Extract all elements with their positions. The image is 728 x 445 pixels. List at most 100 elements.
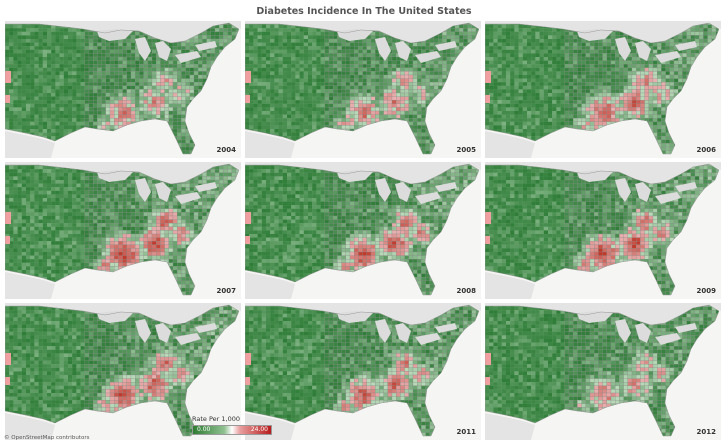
great-lake bbox=[435, 323, 457, 333]
great-lake bbox=[415, 51, 441, 63]
legend-min-value: 0.00 bbox=[197, 426, 210, 434]
map-panel-2012[interactable]: 2012 bbox=[485, 303, 721, 440]
great-lake bbox=[577, 29, 613, 41]
county-cells bbox=[245, 164, 479, 295]
great-lake bbox=[655, 333, 681, 345]
great-lake bbox=[635, 41, 651, 61]
mexico-landmass bbox=[245, 272, 295, 299]
map-panel-2004[interactable]: 2004 bbox=[5, 21, 241, 158]
map-panel-2007[interactable]: 2007 bbox=[5, 162, 241, 299]
great-lake bbox=[135, 319, 151, 343]
us-outline bbox=[5, 304, 240, 437]
year-label: 2006 bbox=[697, 146, 716, 154]
great-lake bbox=[415, 192, 441, 204]
great-lake bbox=[175, 51, 201, 63]
mexico-landmass bbox=[245, 131, 295, 158]
great-lake bbox=[135, 37, 151, 61]
mexico-landmass bbox=[5, 413, 55, 440]
canada-landmass bbox=[245, 21, 481, 43]
great-lake bbox=[395, 323, 411, 343]
color-legend: Rate Per 1,000 0.00 24.00 bbox=[192, 415, 274, 435]
great-lake bbox=[395, 182, 411, 202]
canada-landmass bbox=[5, 303, 241, 325]
great-lake bbox=[175, 192, 201, 204]
canada-landmass bbox=[245, 162, 481, 184]
canada-landmass bbox=[5, 21, 241, 43]
county-map bbox=[5, 21, 241, 158]
mexico-landmass bbox=[485, 413, 535, 440]
great-lake bbox=[337, 29, 373, 41]
year-label: 2011 bbox=[457, 428, 476, 436]
great-lake bbox=[675, 323, 697, 333]
county-map bbox=[485, 21, 721, 158]
us-outline bbox=[485, 163, 720, 296]
great-lake bbox=[375, 178, 391, 202]
county-cells bbox=[485, 305, 719, 436]
great-lake bbox=[635, 182, 651, 202]
map-panel-2011[interactable]: 2011 bbox=[245, 303, 481, 440]
great-lake bbox=[337, 311, 373, 323]
great-lake bbox=[375, 37, 391, 61]
great-lake bbox=[337, 170, 373, 182]
us-outline bbox=[5, 163, 240, 296]
great-lake bbox=[175, 333, 201, 345]
us-outline bbox=[245, 304, 480, 437]
county-map bbox=[245, 303, 481, 440]
great-lake bbox=[135, 178, 151, 202]
county-cells bbox=[245, 305, 479, 436]
county-map bbox=[485, 162, 721, 299]
county-cells bbox=[5, 164, 239, 295]
canada-landmass bbox=[485, 162, 721, 184]
map-panel-2008[interactable]: 2008 bbox=[245, 162, 481, 299]
map-attribution: © OpenStreetMap contributors bbox=[4, 435, 89, 441]
year-label: 2007 bbox=[217, 287, 236, 295]
map-panel-2009[interactable]: 2009 bbox=[485, 162, 721, 299]
great-lake bbox=[655, 51, 681, 63]
county-cells bbox=[5, 23, 239, 154]
great-lake bbox=[395, 41, 411, 61]
us-outline bbox=[245, 163, 480, 296]
us-outline bbox=[5, 22, 240, 155]
map-panel-2010[interactable]: 2010 bbox=[5, 303, 241, 440]
great-lake bbox=[155, 182, 171, 202]
great-lake bbox=[375, 319, 391, 343]
small-multiples-grid: 2004 2005 2006 2007 2008 2009 2010 2011 … bbox=[5, 21, 723, 442]
year-label: 2008 bbox=[457, 287, 476, 295]
map-panel-2005[interactable]: 2005 bbox=[245, 21, 481, 158]
county-map bbox=[5, 162, 241, 299]
great-lake bbox=[435, 182, 457, 192]
legend-gradient-bar: 0.00 24.00 bbox=[192, 425, 272, 435]
county-map bbox=[485, 303, 721, 440]
mexico-landmass bbox=[485, 272, 535, 299]
page-title: Diabetes Incidence In The United States bbox=[0, 6, 728, 17]
great-lake bbox=[615, 319, 631, 343]
great-lake bbox=[577, 311, 613, 323]
year-label: 2005 bbox=[457, 146, 476, 154]
great-lake bbox=[195, 182, 217, 192]
map-panel-2006[interactable]: 2006 bbox=[485, 21, 721, 158]
county-cells bbox=[245, 23, 479, 154]
great-lake bbox=[415, 333, 441, 345]
mexico-landmass bbox=[5, 272, 55, 299]
legend-max-value: 24.00 bbox=[251, 426, 268, 434]
great-lake bbox=[97, 170, 133, 182]
canada-landmass bbox=[485, 21, 721, 43]
county-map bbox=[245, 21, 481, 158]
canada-landmass bbox=[245, 303, 481, 325]
county-map bbox=[5, 303, 241, 440]
canada-landmass bbox=[5, 162, 241, 184]
great-lake bbox=[615, 178, 631, 202]
great-lake bbox=[577, 170, 613, 182]
great-lake bbox=[675, 41, 697, 51]
great-lake bbox=[195, 41, 217, 51]
great-lake bbox=[97, 311, 133, 323]
county-cells bbox=[485, 164, 719, 295]
great-lake bbox=[435, 41, 457, 51]
great-lake bbox=[155, 41, 171, 61]
great-lake bbox=[615, 37, 631, 61]
year-label: 2004 bbox=[217, 146, 236, 154]
mexico-landmass bbox=[485, 131, 535, 158]
legend-title: Rate Per 1,000 bbox=[192, 415, 274, 423]
county-cells bbox=[485, 23, 719, 154]
mexico-landmass bbox=[5, 131, 55, 158]
